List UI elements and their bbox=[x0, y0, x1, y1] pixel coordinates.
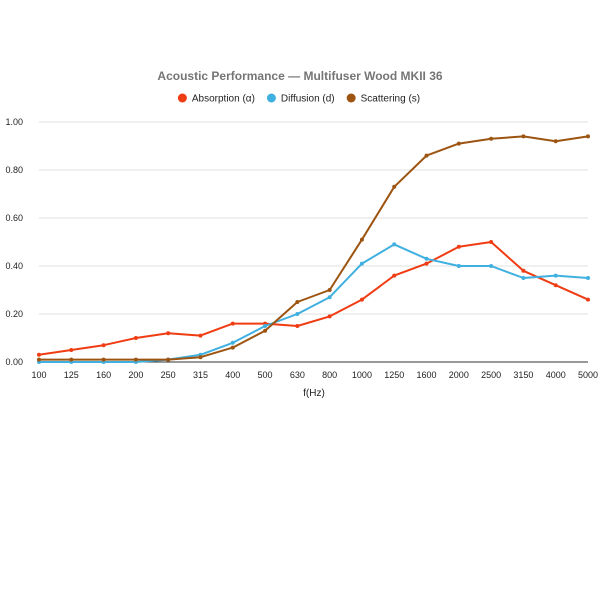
data-point-diffusion bbox=[295, 312, 300, 316]
data-point-diffusion bbox=[586, 276, 590, 280]
data-point-scattering bbox=[166, 357, 171, 362]
data-point-scattering bbox=[327, 288, 332, 292]
x-tick-label: 5000 bbox=[578, 370, 598, 380]
legend-marker-icon bbox=[266, 93, 276, 103]
data-point-absorption bbox=[133, 336, 138, 340]
legend-item-diffusion: Diffusion (d) bbox=[266, 93, 335, 105]
series-absorption bbox=[37, 240, 590, 357]
x-tick-label: 250 bbox=[161, 370, 176, 380]
data-point-scattering bbox=[101, 357, 106, 362]
data-point-absorption bbox=[424, 261, 429, 266]
data-point-diffusion bbox=[553, 273, 558, 278]
x-tick-label: 2500 bbox=[481, 370, 501, 380]
data-point-diffusion bbox=[424, 256, 429, 261]
x-tick-label: 1000 bbox=[352, 370, 372, 380]
data-point-scattering bbox=[133, 357, 138, 362]
series-diffusion bbox=[37, 242, 590, 364]
data-point-scattering bbox=[230, 345, 235, 350]
data-point-diffusion bbox=[489, 264, 494, 268]
data-point-scattering bbox=[456, 141, 461, 146]
data-point-diffusion bbox=[359, 261, 364, 266]
data-point-scattering bbox=[521, 134, 526, 139]
data-point-scattering bbox=[392, 184, 397, 189]
data-point-absorption bbox=[359, 297, 364, 302]
legend-label: Absorption (α) bbox=[192, 94, 255, 105]
data-point-scattering bbox=[69, 357, 74, 362]
data-point-absorption bbox=[553, 283, 558, 288]
chart-legend: Absorption (α) Diffusion (d) Scattering (s… bbox=[177, 93, 420, 105]
chart-title: Acoustic Performance — Multifuser Wood M… bbox=[157, 69, 442, 83]
data-point-absorption bbox=[392, 273, 397, 278]
y-tick-label: 0.40 bbox=[5, 261, 23, 271]
legend-label: Diffusion (d) bbox=[281, 94, 335, 105]
data-point-diffusion bbox=[263, 324, 268, 328]
x-tick-label: 500 bbox=[258, 370, 273, 380]
data-point-scattering bbox=[263, 328, 268, 333]
data-point-scattering bbox=[295, 300, 300, 304]
data-point-absorption bbox=[327, 314, 332, 319]
data-point-scattering bbox=[424, 153, 429, 158]
data-point-absorption bbox=[37, 352, 41, 357]
data-point-scattering bbox=[586, 134, 590, 139]
y-tick-label: 0.20 bbox=[5, 309, 23, 319]
series-line-absorption bbox=[38, 241, 589, 356]
data-point-scattering bbox=[198, 355, 203, 360]
data-point-diffusion bbox=[521, 276, 526, 280]
data-point-absorption bbox=[166, 331, 171, 336]
series-line-scattering bbox=[38, 135, 589, 361]
data-point-absorption bbox=[456, 244, 461, 249]
data-point-diffusion bbox=[230, 340, 235, 345]
x-tick-label: 1600 bbox=[417, 370, 437, 380]
x-axis-ticks: 100 125 160 200 250 315 400 500 630 800 1000 1250 16… bbox=[31, 370, 598, 380]
legend-marker-icon bbox=[177, 93, 187, 103]
x-axis-title: f(Hz) bbox=[303, 388, 325, 399]
data-point-absorption bbox=[198, 333, 203, 338]
series-line-diffusion bbox=[38, 243, 589, 363]
x-tick-label: 800 bbox=[322, 370, 337, 380]
x-tick-label: 100 bbox=[31, 370, 46, 380]
x-tick-label: 2000 bbox=[449, 370, 469, 380]
y-tick-label: 0.00 bbox=[5, 357, 23, 367]
data-point-absorption bbox=[521, 268, 526, 273]
data-point-scattering bbox=[37, 357, 41, 362]
x-tick-label: 160 bbox=[96, 370, 111, 380]
data-point-absorption bbox=[295, 324, 300, 328]
data-point-scattering bbox=[359, 237, 364, 242]
x-tick-label: 315 bbox=[193, 370, 208, 380]
y-tick-label: 1.00 bbox=[5, 117, 23, 127]
gridlines bbox=[39, 121, 588, 363]
legend-item-absorption: Absorption (α) bbox=[177, 93, 255, 105]
data-point-diffusion bbox=[392, 242, 397, 247]
series-scattering bbox=[37, 134, 590, 362]
data-point-absorption bbox=[489, 240, 494, 244]
data-point-absorption bbox=[586, 297, 590, 302]
x-tick-label: 4000 bbox=[546, 370, 566, 380]
legend-marker-icon bbox=[346, 93, 356, 103]
x-tick-label: 400 bbox=[225, 370, 240, 380]
x-tick-label: 125 bbox=[64, 370, 79, 380]
data-point-absorption bbox=[230, 321, 235, 326]
data-point-scattering bbox=[553, 139, 558, 144]
data-point-diffusion bbox=[327, 295, 332, 300]
data-point-absorption bbox=[101, 343, 106, 348]
x-tick-label: 630 bbox=[290, 370, 305, 380]
x-tick-label: 200 bbox=[128, 370, 143, 380]
legend-item-scattering: Scattering (s) bbox=[346, 93, 420, 105]
y-axis-ticks: 0.00 0.20 0.40 0.60 0.80 1.00 bbox=[5, 117, 23, 367]
data-point-scattering bbox=[489, 136, 494, 141]
legend-label: Scattering (s) bbox=[361, 94, 420, 105]
x-tick-label: 3150 bbox=[513, 370, 533, 380]
y-tick-label: 0.80 bbox=[5, 165, 23, 175]
data-point-diffusion bbox=[456, 264, 461, 268]
y-tick-label: 0.60 bbox=[5, 213, 23, 223]
x-tick-label: 1250 bbox=[384, 370, 404, 380]
data-point-absorption bbox=[69, 348, 74, 352]
series-group bbox=[37, 134, 590, 364]
